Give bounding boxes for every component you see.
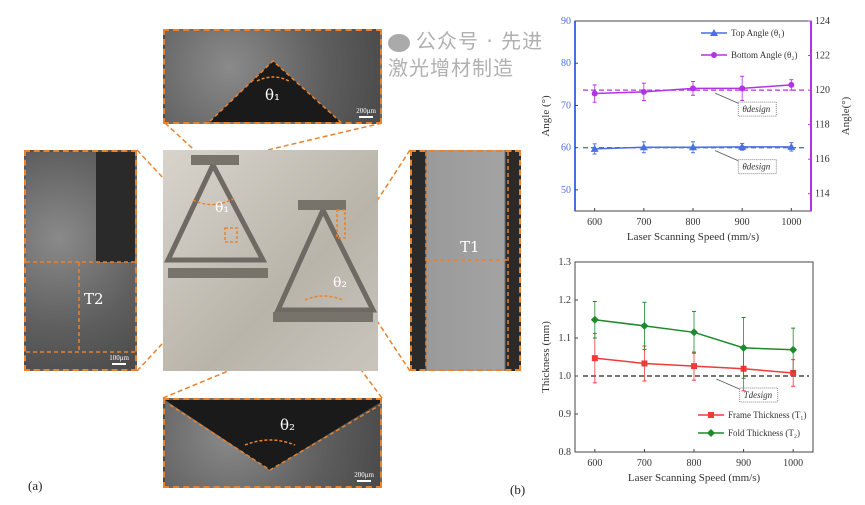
annotation-box xyxy=(737,159,777,175)
y-tick-label: 0.8 xyxy=(559,447,572,458)
data-point xyxy=(640,321,649,330)
data-point xyxy=(690,85,696,92)
t1-label: T1 xyxy=(460,238,480,256)
legend-marker xyxy=(707,429,715,437)
y-tick-label: 1.1 xyxy=(559,333,572,344)
y-tick-label: 1.3 xyxy=(559,257,572,268)
legend-label: Top Angle (θ₁) xyxy=(731,28,784,38)
y-tick-label: 80 xyxy=(561,58,571,69)
data-point xyxy=(691,363,697,370)
data-point xyxy=(690,328,698,337)
data-point xyxy=(689,143,697,151)
data-point xyxy=(739,343,748,352)
data-point xyxy=(591,355,598,362)
x-tick-label: 900 xyxy=(735,217,750,228)
top-sem-inset: θ₁ 200μm xyxy=(163,29,382,124)
data-point xyxy=(639,143,648,151)
annotation-box xyxy=(739,387,779,403)
y2-tick-label: 116 xyxy=(815,154,830,165)
right-sem-inset: T1 xyxy=(410,150,521,371)
design-annotation: Tdesign xyxy=(744,390,773,400)
wechat-icon xyxy=(388,33,410,52)
scale-bar: 200μm xyxy=(356,107,376,118)
panel-a-label: (a) xyxy=(28,478,43,493)
y-axis-label: Thickness (mm) xyxy=(540,321,552,393)
y-tick-label: 60 xyxy=(561,143,571,154)
x-axis-label: Laser Scanning Speed (mm/s) xyxy=(627,231,760,243)
data-point xyxy=(590,144,599,152)
x-tick-label: 700 xyxy=(637,458,652,469)
data-point xyxy=(738,142,747,150)
y-tick-label: 1.2 xyxy=(559,295,572,306)
y2-axis-label: Angle(°) xyxy=(840,96,852,135)
x-tick-label: 700 xyxy=(636,217,651,228)
watermark-text: 公众号 · 先进激光增材制造 xyxy=(388,29,544,80)
theta2-photo-label: θ₂ xyxy=(333,275,348,291)
data-point xyxy=(590,315,599,324)
x-tick-label: 800 xyxy=(687,458,702,469)
watermark: 公众号 · 先进激光增材制造 xyxy=(388,28,550,82)
scale-bar: 200μm xyxy=(354,471,374,482)
legend-marker xyxy=(711,52,717,58)
x-tick-label: 1000 xyxy=(781,217,801,228)
data-point xyxy=(788,81,795,88)
annotation-arrow xyxy=(716,378,742,391)
y2-tick-label: 122 xyxy=(815,51,830,62)
data-point xyxy=(790,369,797,376)
theta1-photo-label: θ₁ xyxy=(215,200,230,216)
t2-label: T2 xyxy=(84,290,104,308)
data-point xyxy=(789,345,798,354)
x-tick-label: 800 xyxy=(686,217,701,228)
panel-b-label: (b) xyxy=(510,482,526,497)
legend-marker xyxy=(708,412,714,418)
y2-tick-label: 120 xyxy=(815,85,830,96)
data-point xyxy=(787,142,796,150)
annotation-arrow xyxy=(714,150,741,163)
scale-bar: 100μm xyxy=(109,354,129,365)
bottom-sem-inset: θ₂ 200μm xyxy=(163,398,382,488)
theta1-label: θ₁ xyxy=(265,86,281,104)
left-sem-inset: T2 100μm xyxy=(24,150,137,371)
x-tick-label: 600 xyxy=(587,217,602,228)
x-axis-label: Laser Scanning Speed (mm/s) xyxy=(628,472,761,484)
legend-label: Fold Thickness (T₂) xyxy=(728,428,800,438)
y-tick-label: 90 xyxy=(561,16,571,27)
y-tick-label: 1.0 xyxy=(559,371,572,382)
x-tick-label: 1000 xyxy=(783,458,803,469)
y-tick-label: 50 xyxy=(561,185,571,196)
y-tick-label: 0.9 xyxy=(559,409,572,420)
y2-tick-label: 118 xyxy=(815,120,830,131)
y2-tick-label: 124 xyxy=(815,16,830,27)
annotation-arrow xyxy=(714,92,741,105)
design-annotation: θdesign xyxy=(742,162,770,172)
legend-marker xyxy=(710,29,718,36)
annotation-box xyxy=(737,101,777,117)
x-tick-label: 600 xyxy=(587,458,602,469)
y2-tick-label: 114 xyxy=(815,189,830,200)
y-axis-label: Angle (°) xyxy=(540,95,552,137)
data-point xyxy=(640,88,647,95)
x-tick-label: 900 xyxy=(736,458,751,469)
design-annotation: θdesign xyxy=(742,104,770,114)
center-photo: θ₁ θ₂ xyxy=(163,150,378,371)
data-point xyxy=(739,85,746,92)
y-tick-label: 70 xyxy=(561,100,571,111)
theta2-label: θ₂ xyxy=(280,416,296,434)
data-point xyxy=(591,90,598,97)
legend-label: Frame Thickness (T₁) xyxy=(728,410,806,420)
legend-label: Bottom Angle (θ₂) xyxy=(731,50,797,60)
data-point xyxy=(641,360,648,367)
